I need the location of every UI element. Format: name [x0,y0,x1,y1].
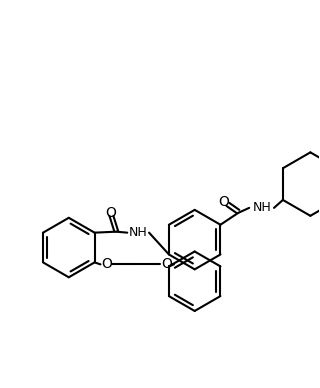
Text: NH: NH [129,226,148,239]
Text: O: O [218,195,229,209]
Text: O: O [105,206,116,220]
Text: O: O [162,257,172,271]
Text: O: O [101,257,112,271]
Text: NH: NH [253,201,271,215]
